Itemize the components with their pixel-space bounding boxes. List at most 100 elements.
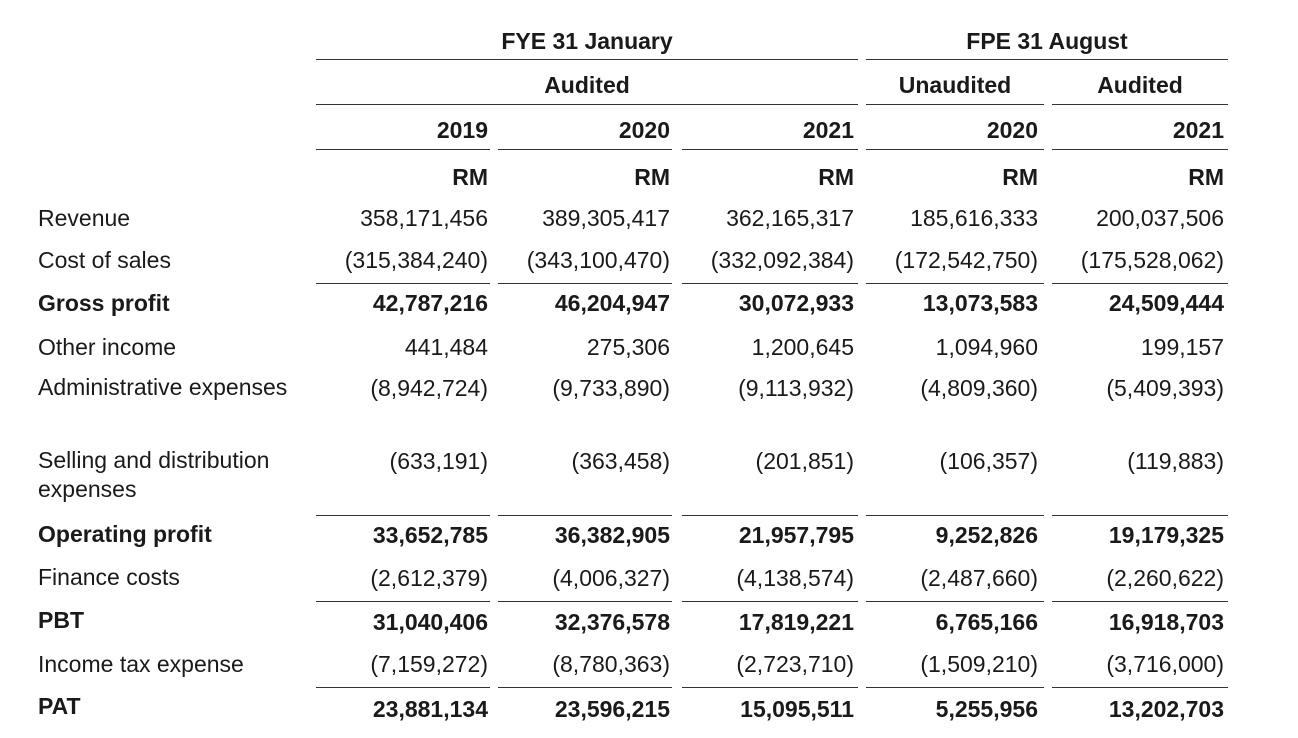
rule-year bbox=[866, 149, 1044, 150]
table-cell: (4,809,360) bbox=[920, 375, 1038, 401]
year-header: 2021 bbox=[1172, 117, 1224, 143]
table-cell: 185,616,333 bbox=[910, 205, 1038, 231]
table-cell: (7,159,272) bbox=[370, 651, 488, 677]
unit-header: RM bbox=[1002, 164, 1038, 190]
rule-year bbox=[498, 149, 672, 150]
row-label-selling-distribution-expenses: Selling and distribution expenses bbox=[38, 447, 270, 502]
table-cell: (201,851) bbox=[755, 448, 854, 474]
rule-subtotal bbox=[1052, 601, 1228, 602]
table-cell: (332,092,384) bbox=[710, 247, 854, 273]
table-cell: (343,100,470) bbox=[526, 247, 670, 273]
row-label-income-tax-expense: Income tax expense bbox=[38, 651, 244, 677]
rule-subtotal bbox=[316, 283, 490, 284]
table-cell: (2,612,379) bbox=[370, 565, 488, 591]
rule-subtotal bbox=[682, 515, 858, 516]
rule-subtotal bbox=[682, 687, 858, 688]
table-cell: (2,260,622) bbox=[1106, 565, 1224, 591]
rule-audit-fpe bbox=[1052, 104, 1228, 105]
table-cell: 21,957,795 bbox=[738, 522, 854, 548]
table-cell: 31,040,406 bbox=[372, 609, 488, 635]
rule-period-fpe bbox=[866, 59, 1228, 60]
rule-year bbox=[682, 149, 858, 150]
table-cell: (8,780,363) bbox=[552, 651, 670, 677]
row-label-revenue: Revenue bbox=[38, 205, 131, 231]
rule-subtotal bbox=[498, 687, 672, 688]
rule-subtotal bbox=[682, 601, 858, 602]
table-cell: (4,006,327) bbox=[552, 565, 670, 591]
unit-header: RM bbox=[1188, 164, 1224, 190]
table-cell: 16,918,703 bbox=[1108, 609, 1224, 635]
audit-header-unaudited: Unaudited bbox=[898, 72, 1012, 98]
table-cell: 46,204,947 bbox=[554, 290, 670, 316]
table-cell: 9,252,826 bbox=[935, 522, 1038, 548]
table-cell: 15,095,511 bbox=[740, 696, 854, 722]
rule-subtotal bbox=[1052, 687, 1228, 688]
rule-subtotal bbox=[1052, 283, 1228, 284]
rule-subtotal bbox=[316, 515, 490, 516]
table-cell: (633,191) bbox=[389, 448, 488, 474]
audit-header-audited-fpe: Audited bbox=[1097, 72, 1183, 98]
table-cell: 36,382,905 bbox=[554, 522, 670, 548]
row-label-finance-costs: Finance costs bbox=[38, 564, 180, 590]
row-label-administrative-expenses: Administrative expenses bbox=[38, 374, 288, 400]
table-cell: (2,723,710) bbox=[736, 651, 854, 677]
period-header-fye: FYE 31 January bbox=[501, 28, 673, 54]
row-label-pat: PAT bbox=[38, 693, 81, 719]
rule-subtotal bbox=[1052, 515, 1228, 516]
rule-audit-fye bbox=[316, 104, 858, 105]
row-label-gross-profit: Gross profit bbox=[38, 290, 170, 316]
table-cell: 13,202,703 bbox=[1108, 696, 1224, 722]
table-cell: 32,376,578 bbox=[554, 609, 670, 635]
table-cell: 5,255,956 bbox=[935, 696, 1038, 722]
table-cell: 13,073,583 bbox=[922, 290, 1038, 316]
table-cell: 1,200,645 bbox=[751, 334, 854, 360]
table-cell: (3,716,000) bbox=[1106, 651, 1224, 677]
table-cell: (4,138,574) bbox=[736, 565, 854, 591]
table-cell: 200,037,506 bbox=[1096, 205, 1224, 231]
table-cell: (119,883) bbox=[1127, 448, 1224, 474]
year-header: 2020 bbox=[618, 117, 670, 143]
unit-header: RM bbox=[818, 164, 854, 190]
table-cell: 358,171,456 bbox=[360, 205, 488, 231]
table-cell: (5,409,393) bbox=[1106, 375, 1224, 401]
audit-header-audited-fye: Audited bbox=[544, 72, 630, 98]
rule-subtotal bbox=[498, 601, 672, 602]
unit-header: RM bbox=[452, 164, 488, 190]
table-cell: (9,113,932) bbox=[738, 375, 854, 401]
table-cell: 275,306 bbox=[586, 334, 670, 360]
table-cell: 441,484 bbox=[404, 334, 488, 360]
year-header: 2019 bbox=[436, 117, 488, 143]
table-cell: 33,652,785 bbox=[372, 522, 488, 548]
rule-subtotal bbox=[866, 687, 1044, 688]
rule-year bbox=[316, 149, 490, 150]
table-cell: 23,596,215 bbox=[554, 696, 670, 722]
rule-subtotal bbox=[498, 283, 672, 284]
table-cell: 6,765,166 bbox=[935, 609, 1038, 635]
table-cell: 362,165,317 bbox=[726, 205, 854, 231]
rule-subtotal bbox=[498, 515, 672, 516]
table-cell: (1,509,210) bbox=[920, 651, 1038, 677]
table-cell: 19,179,325 bbox=[1108, 522, 1224, 548]
rule-year bbox=[1052, 149, 1228, 150]
table-cell: (172,542,750) bbox=[894, 247, 1038, 273]
rule-subtotal bbox=[682, 283, 858, 284]
year-header: 2020 bbox=[986, 117, 1038, 143]
table-cell: 30,072,933 bbox=[738, 290, 854, 316]
row-label-operating-profit: Operating profit bbox=[38, 521, 212, 547]
table-cell: (315,384,240) bbox=[344, 247, 488, 273]
table-cell: 23,881,134 bbox=[372, 696, 488, 722]
table-cell: 42,787,216 bbox=[372, 290, 488, 316]
table-cell: (106,357) bbox=[939, 448, 1038, 474]
rule-subtotal bbox=[866, 601, 1044, 602]
table-cell: 24,509,444 bbox=[1108, 290, 1224, 316]
rule-subtotal bbox=[866, 283, 1044, 284]
rule-audit-unaudited bbox=[866, 104, 1044, 105]
table-cell: (8,942,724) bbox=[370, 375, 488, 401]
rule-subtotal bbox=[316, 601, 490, 602]
table-cell: 17,819,221 bbox=[738, 609, 854, 635]
year-header: 2021 bbox=[802, 117, 854, 143]
row-label-other-income: Other income bbox=[38, 334, 177, 360]
table-cell: (175,528,062) bbox=[1080, 247, 1224, 273]
rule-period-fye bbox=[316, 59, 858, 60]
